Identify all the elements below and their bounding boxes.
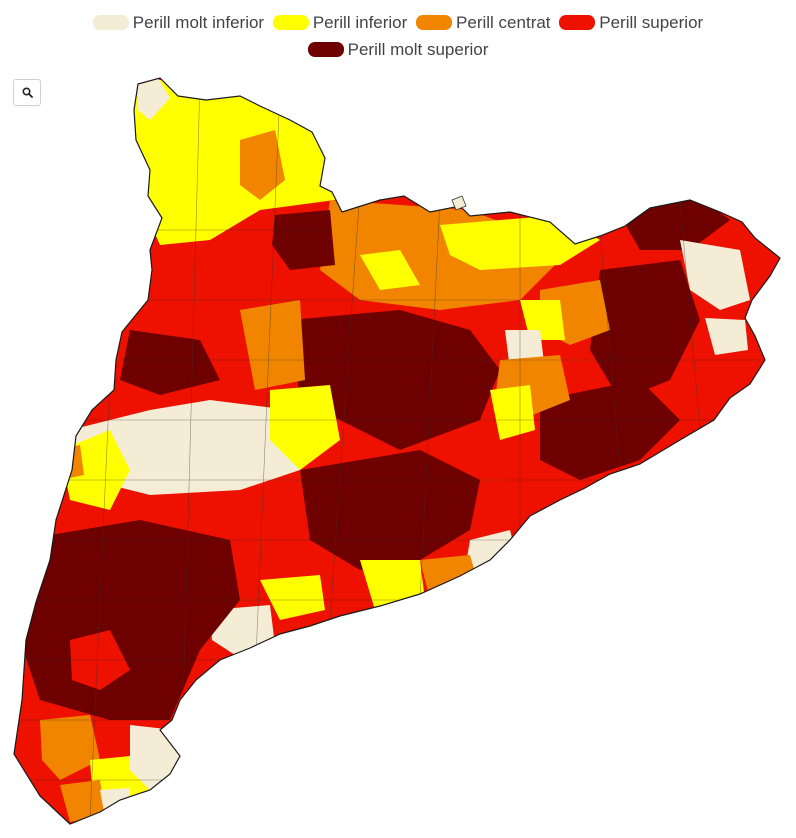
legend-label: Perill inferior — [312, 13, 408, 32]
region-east-molt-superior — [540, 380, 680, 480]
municipal-borders — [20, 79, 760, 821]
region-sw-centrat — [40, 715, 100, 780]
region-pyrenees-molt-superior — [272, 210, 335, 270]
region-east-inferior — [490, 385, 535, 440]
legend-label: Perill molt inferior — [132, 13, 265, 32]
map-legend: Perill molt inferior Perill inferior Per… — [0, 10, 796, 64]
region-coast-molt-inferior — [705, 318, 748, 355]
region-sw-molt-superior — [20, 520, 240, 720]
legend-label: Perill molt superior — [347, 40, 489, 59]
region-north-inferior — [130, 80, 335, 245]
region-pyrenees-inferior-2 — [360, 250, 420, 290]
region-tarragona-molt-inferior — [210, 605, 275, 655]
region-north-molt-inferior — [138, 78, 170, 120]
legend-swatch — [559, 15, 596, 30]
legend-item-superior[interactable]: Perill superior — [559, 10, 703, 35]
legend-item-inferior[interactable]: Perill inferior — [272, 10, 408, 35]
region-south-centrat — [420, 555, 480, 600]
legend-label: Perill centrat — [456, 13, 551, 32]
region-sw-tip-molt-inferior — [100, 788, 130, 812]
region-ne-molt-superior — [620, 198, 730, 250]
region-girona-molt-superior — [590, 260, 700, 400]
legend-swatch — [272, 15, 309, 30]
region-north-centrat — [240, 130, 285, 200]
region-ne-molt-inferior — [680, 240, 750, 310]
search-icon — [21, 87, 33, 98]
catalonia-outline — [13, 77, 781, 825]
island-molt-inferior — [451, 195, 467, 211]
legend-item-molt-superior[interactable]: Perill molt superior — [307, 37, 489, 62]
legend-label: Perill superior — [599, 13, 704, 32]
region-central-centrat — [240, 300, 305, 390]
zoom-button[interactable] — [13, 79, 41, 106]
catalonia-map[interactable] — [0, 66, 796, 838]
region-lleida-inferior-2 — [270, 385, 340, 470]
map-regions — [14, 78, 780, 824]
legend-item-centrat[interactable]: Perill centrat — [416, 10, 551, 35]
legend-swatch — [307, 42, 344, 57]
legend-swatch — [416, 15, 453, 30]
legend-swatch — [92, 15, 129, 30]
region-west-molt-superior — [120, 330, 220, 395]
legend-item-molt-inferior[interactable]: Perill molt inferior — [92, 10, 265, 35]
region-central-molt-superior — [290, 310, 500, 450]
region-sw-tip-centrat — [60, 780, 105, 822]
region-tarragona-inferior — [260, 575, 325, 620]
